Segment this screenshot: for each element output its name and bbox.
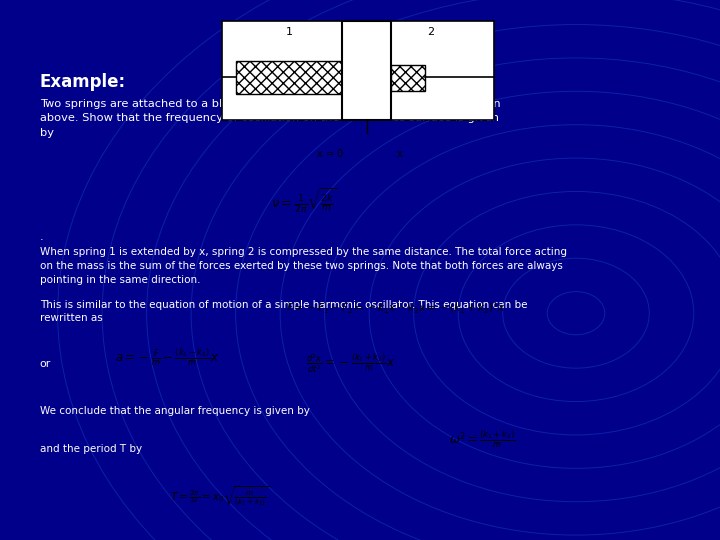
Text: This is similar to the equation of motion of a simple harmonic oscillator. This : This is similar to the equation of motio… xyxy=(40,300,527,323)
Text: $\nu = \frac{1}{2\pi}\sqrt{\frac{2k}{m}}$: $\nu = \frac{1}{2\pi}\sqrt{\frac{2k}{m}}… xyxy=(271,187,338,215)
Text: $T = \frac{2\pi}{\omega} = x_0\sqrt{\frac{m}{(k_1+k_2)}}$: $T = \frac{2\pi}{\omega} = x_0\sqrt{\fra… xyxy=(170,484,269,509)
Text: $F = -F_1 - F_2 = -k_1 x - k_2 x = -(k_1+k_2)^1 x$: $F = -F_1 - F_2 = -k_1 x - k_2 x = -(k_1… xyxy=(286,301,506,316)
Text: Example:: Example: xyxy=(40,73,126,91)
Text: and the period T by: and the period T by xyxy=(40,444,142,454)
Text: We conclude that the angular frequency is given by: We conclude that the angular frequency i… xyxy=(40,406,310,416)
Bar xyxy=(341,21,392,120)
Text: $\frac{d^2x}{dt^2} = -\frac{(k_1+k_2)}{m}x$: $\frac{d^2x}{dt^2} = -\frac{(k_1+k_2)}{m… xyxy=(306,351,396,375)
Text: or: or xyxy=(40,359,51,369)
Text: .: . xyxy=(40,232,43,242)
Text: $\omega^2 = \frac{(k_1+k_2)}{m}$: $\omega^2 = \frac{(k_1+k_2)}{m}$ xyxy=(449,429,516,450)
Text: x: x xyxy=(397,148,402,159)
Text: x = 0: x = 0 xyxy=(318,148,343,159)
Bar xyxy=(222,21,494,120)
Text: 2: 2 xyxy=(427,27,434,37)
Text: $a = -\frac{F}{m} - \frac{(k_1-k_2)}{m}x$: $a = -\frac{F}{m} - \frac{(k_1-k_2)}{m}x… xyxy=(115,347,220,368)
Bar xyxy=(236,60,341,93)
Bar xyxy=(392,65,425,91)
Text: 1: 1 xyxy=(285,27,292,37)
Text: When spring 1 is extended by x, spring 2 is compressed by the same distance. The: When spring 1 is extended by x, spring 2… xyxy=(40,247,567,285)
Text: Two springs are attached to a block of mass m and to fixed supports as shown in
: Two springs are attached to a block of m… xyxy=(40,99,500,138)
